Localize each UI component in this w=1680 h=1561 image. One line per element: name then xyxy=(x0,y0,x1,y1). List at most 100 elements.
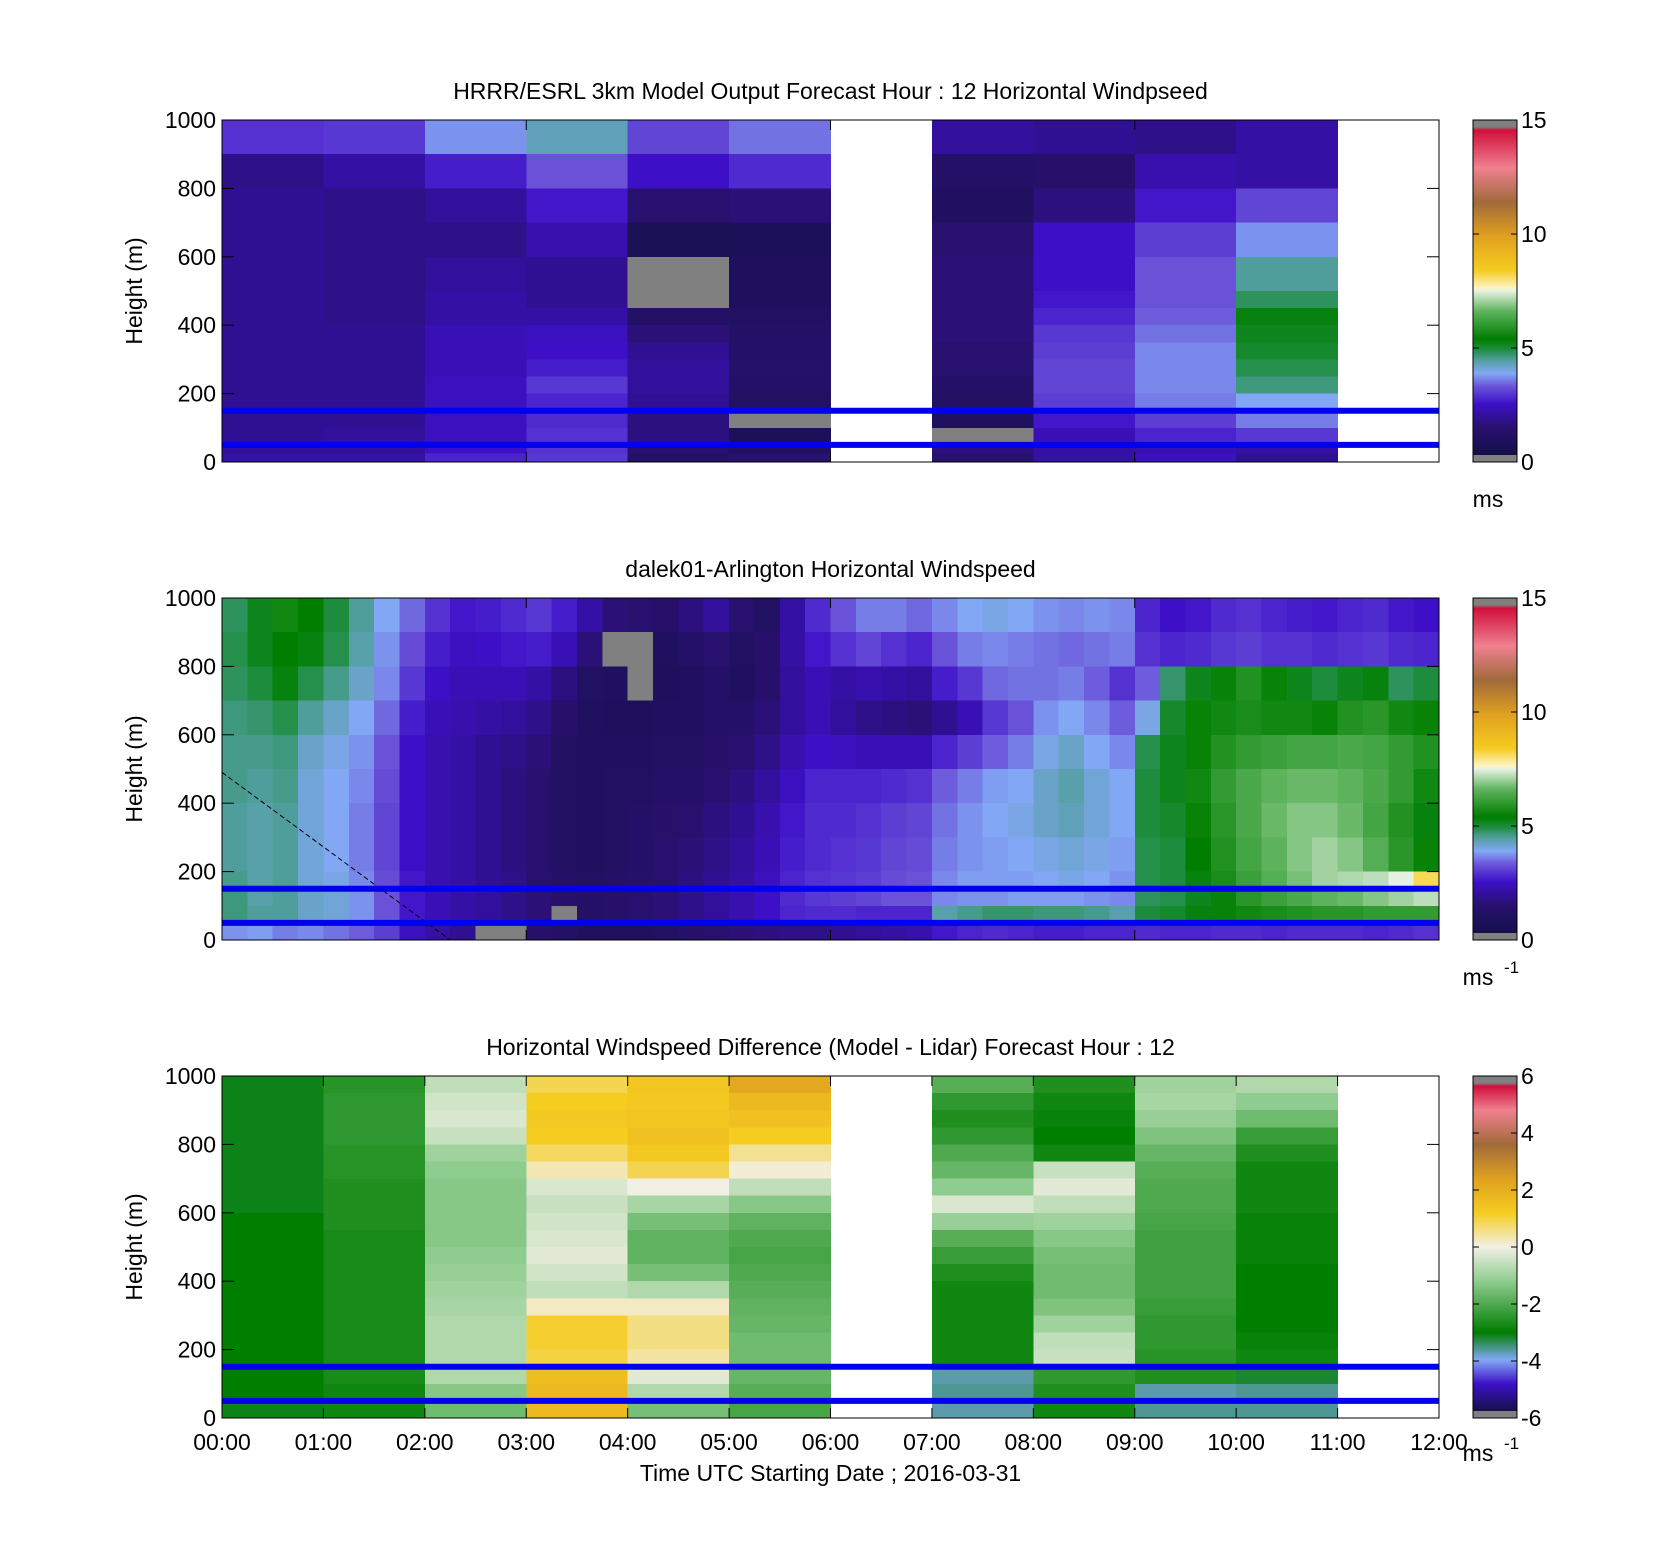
heatmap-cell xyxy=(729,700,756,736)
heatmap-cell xyxy=(222,120,325,155)
heatmap-cell xyxy=(526,1212,629,1231)
heatmap-cell xyxy=(653,769,679,804)
heatmap-cell xyxy=(1134,1332,1237,1351)
heatmap-cell xyxy=(1236,922,1263,941)
heatmap-cell xyxy=(729,325,832,343)
heatmap-cell xyxy=(1286,769,1313,804)
heatmap-cell xyxy=(374,871,401,890)
heatmap-cell xyxy=(830,803,857,838)
heatmap-cell xyxy=(399,700,426,736)
heatmap-cell xyxy=(931,598,958,633)
heatmap-cell xyxy=(729,376,832,395)
heatmap-cell xyxy=(1007,666,1034,702)
heatmap-cell xyxy=(779,769,806,804)
heatmap-cell xyxy=(754,837,781,873)
heatmap-cell xyxy=(1084,700,1110,736)
heatmap-cell xyxy=(424,769,451,804)
heatmap-cell xyxy=(627,359,730,378)
heatmap-cell xyxy=(272,922,299,941)
heatmap-cell xyxy=(982,666,1009,702)
heatmap-cell xyxy=(1362,905,1389,924)
heatmap-cell xyxy=(1236,1093,1339,1111)
heatmap-cell xyxy=(526,1332,629,1351)
heatmap-cell xyxy=(1185,769,1212,804)
heatmap-cell xyxy=(1312,837,1339,873)
heatmap-cell xyxy=(424,1212,527,1231)
heatmap-cell xyxy=(1033,922,1060,941)
heatmap-cell xyxy=(830,734,857,770)
heatmap-cell xyxy=(703,803,730,838)
heatmap-cell xyxy=(1134,154,1237,189)
colorbar-tick-label: 4 xyxy=(1521,1120,1534,1146)
colorbar-unit: ms xyxy=(1463,964,1494,990)
heatmap-cell xyxy=(855,837,882,873)
heatmap-cell xyxy=(526,700,553,736)
heatmap-cell xyxy=(779,922,806,941)
heatmap-cell xyxy=(450,905,477,924)
heatmap-cell xyxy=(526,1076,629,1094)
heatmap-cell xyxy=(855,905,882,924)
heatmap-cell xyxy=(805,922,832,941)
heatmap-cell xyxy=(678,734,705,770)
heatmap-cell xyxy=(323,1383,426,1402)
heatmap-cell xyxy=(602,922,629,941)
heatmap-cell xyxy=(1362,769,1389,804)
heatmap-cell xyxy=(424,444,527,455)
heatmap-cell xyxy=(1033,803,1060,838)
heatmap-cell xyxy=(703,632,730,667)
heatmap-cell xyxy=(222,1161,325,1180)
heatmap-cell xyxy=(475,734,502,770)
heatmap-cell xyxy=(424,1093,527,1111)
heatmap-cell xyxy=(298,598,325,633)
heatmap-cell xyxy=(1236,291,1339,309)
heatmap-cell xyxy=(1261,888,1288,907)
heatmap-cell xyxy=(931,1281,1034,1299)
heatmap-cell xyxy=(982,871,1009,890)
heatmap-cell xyxy=(931,1195,1034,1214)
y-tick-label: 400 xyxy=(178,1268,216,1294)
heatmap-cell xyxy=(678,922,705,941)
heatmap-cell xyxy=(348,734,375,770)
heatmap-cell xyxy=(500,666,527,702)
heatmap-cell xyxy=(931,1144,1034,1163)
heatmap-cell xyxy=(729,1332,832,1351)
heatmap-cell xyxy=(1236,1212,1339,1231)
heatmap-cell xyxy=(627,1110,730,1128)
heatmap-cell xyxy=(982,888,1009,907)
heatmap-cell xyxy=(1236,1195,1339,1214)
heatmap-cell xyxy=(526,1229,629,1248)
heatmap-cell xyxy=(526,1298,629,1316)
heatmap-cell xyxy=(424,734,451,770)
heatmap-cell xyxy=(1134,1212,1237,1231)
heatmap-cell xyxy=(906,734,933,770)
heatmap-cell xyxy=(729,342,832,360)
heatmap-cell xyxy=(1236,1264,1339,1282)
heatmap-cell xyxy=(1058,700,1085,736)
heatmap-cell xyxy=(1236,632,1263,667)
heatmap-cell xyxy=(1261,871,1288,890)
heatmap-cell xyxy=(1109,700,1136,736)
heatmap-cell xyxy=(1134,453,1237,463)
heatmap-cell xyxy=(576,922,603,941)
heatmap-cell xyxy=(627,410,730,429)
heatmap-cell xyxy=(1362,922,1389,941)
heatmap-cell xyxy=(323,222,426,258)
x-tick-label: 02:00 xyxy=(396,1429,454,1455)
heatmap-cell xyxy=(500,922,527,941)
heatmap-cell xyxy=(1337,632,1364,667)
heatmap-cell xyxy=(1185,632,1212,667)
heatmap-cell xyxy=(1261,666,1288,702)
heatmap-cell xyxy=(678,837,705,873)
heatmap-cell xyxy=(855,598,882,633)
heatmap-cell xyxy=(222,1127,325,1145)
heatmap-cell xyxy=(323,1366,426,1385)
heatmap-cell xyxy=(526,1144,629,1163)
heatmap-cell xyxy=(729,1315,832,1334)
heatmap-cell xyxy=(374,666,401,702)
heatmap-cell xyxy=(729,1110,832,1128)
heatmap-cell xyxy=(931,308,1034,326)
heatmap-cell xyxy=(805,632,832,667)
heatmap-cell xyxy=(729,1349,832,1368)
heatmap-cell xyxy=(500,871,527,890)
heatmap-cell xyxy=(222,453,325,463)
